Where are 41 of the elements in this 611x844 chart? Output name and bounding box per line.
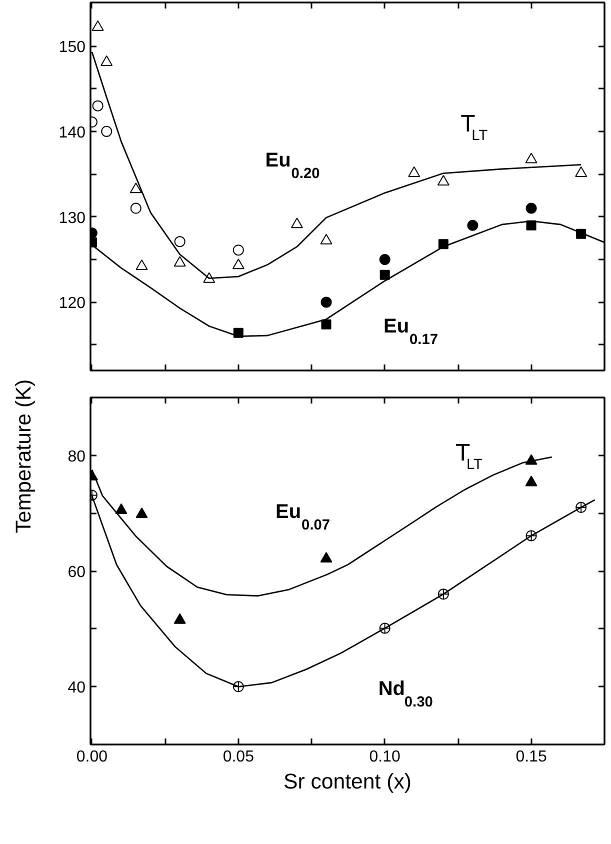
point <box>100 55 113 66</box>
point <box>174 613 186 624</box>
point <box>115 503 128 514</box>
point <box>174 236 186 248</box>
point <box>92 100 104 112</box>
point <box>321 319 332 330</box>
y-tick-label: 130 <box>58 210 86 227</box>
x-tick-label: 0.10 <box>369 748 401 766</box>
point <box>379 254 390 265</box>
point <box>136 507 148 518</box>
y-tick-label: 40 <box>68 680 86 697</box>
point <box>232 258 244 270</box>
point <box>232 244 244 256</box>
y-tick-label: 60 <box>68 564 86 581</box>
x-tick-label: 0.05 <box>222 748 254 766</box>
y-tick-label: 140 <box>58 124 86 142</box>
y-tick-label: 120 <box>58 295 86 312</box>
point <box>290 218 303 228</box>
y-tick-label: 150 <box>58 39 86 56</box>
x-tick-label: 0.15 <box>516 748 547 766</box>
point <box>136 259 148 270</box>
point <box>408 166 420 177</box>
point <box>130 202 142 214</box>
point <box>526 202 537 214</box>
point <box>320 234 332 244</box>
point <box>437 174 450 186</box>
point <box>575 166 588 177</box>
point <box>525 152 538 164</box>
point <box>101 126 112 137</box>
point <box>380 270 390 280</box>
point <box>174 256 186 267</box>
point <box>320 296 332 308</box>
y-tick-label: 80 <box>68 448 86 466</box>
point <box>467 220 478 231</box>
y-axis-title: Temperature (K) <box>11 379 36 534</box>
point <box>130 182 142 194</box>
point <box>525 476 538 486</box>
x-tick-label: 0.00 <box>76 748 108 766</box>
point <box>92 20 104 31</box>
point <box>320 552 332 563</box>
x-axis-title: Sr content (x) <box>283 770 412 794</box>
